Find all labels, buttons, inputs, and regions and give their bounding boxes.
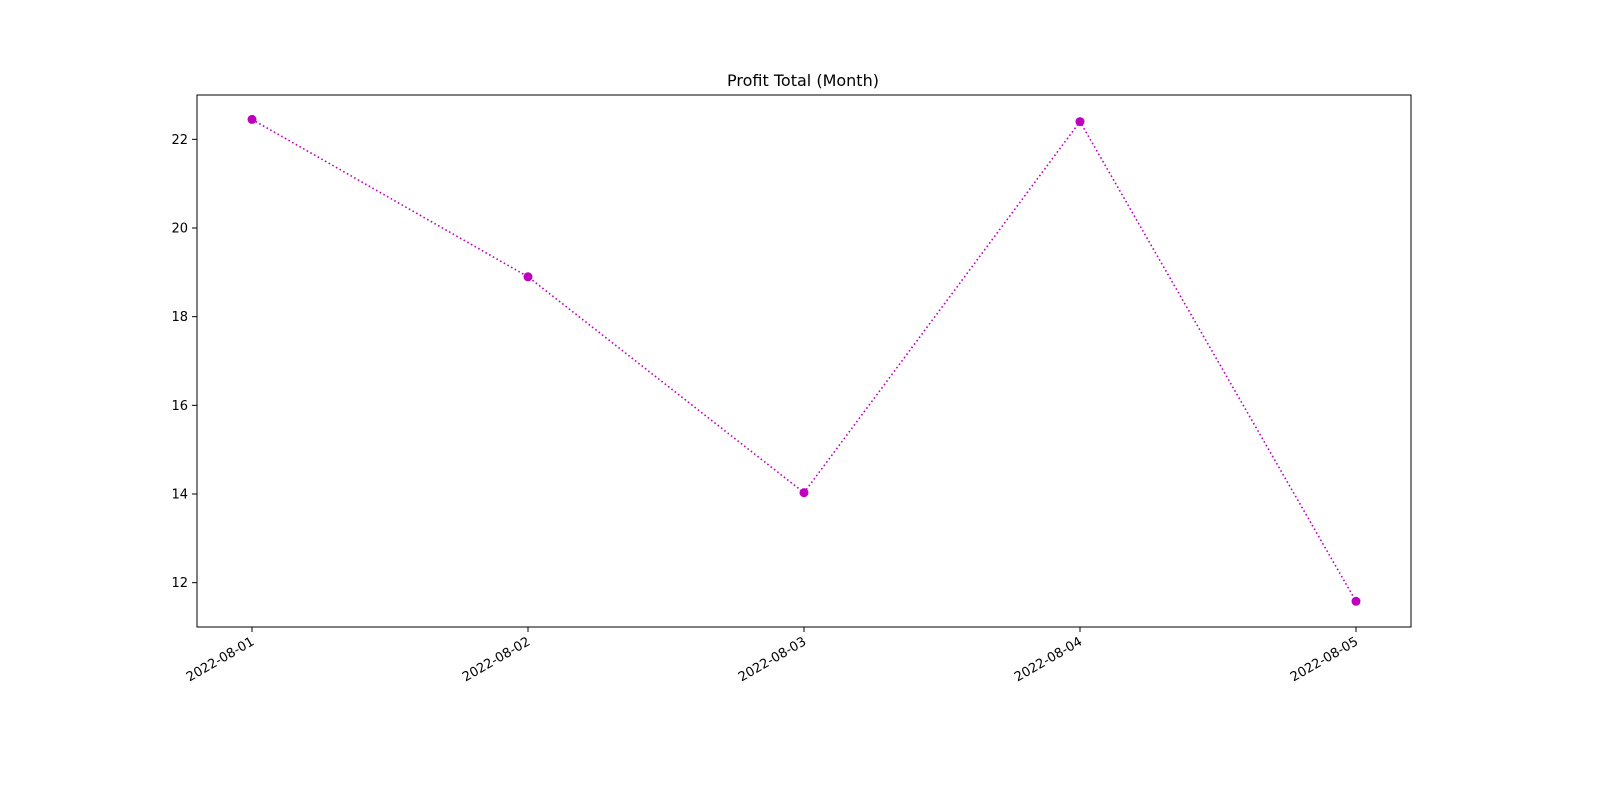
y-tick-label: 16 bbox=[171, 399, 188, 414]
series-line bbox=[251, 118, 1357, 602]
x-tick-label: 2022-08-03 bbox=[736, 634, 809, 685]
data-point bbox=[1351, 596, 1361, 606]
y-tick-label: 14 bbox=[171, 488, 188, 503]
y-tick-label: 20 bbox=[171, 222, 188, 237]
y-tick-label: 22 bbox=[171, 133, 188, 148]
y-tick-label: 12 bbox=[171, 576, 188, 591]
x-tick-label: 2022-08-05 bbox=[1288, 634, 1361, 685]
x-tick-label: 2022-08-04 bbox=[1012, 634, 1085, 685]
series-layer bbox=[247, 114, 1361, 606]
data-point bbox=[247, 114, 257, 124]
plot-area-frame bbox=[196, 94, 1412, 628]
y-axis: 12 14 16 18 20 22 bbox=[171, 133, 197, 591]
data-point bbox=[1075, 117, 1085, 127]
data-point bbox=[799, 488, 809, 498]
x-tick-label: 2022-08-01 bbox=[184, 634, 257, 685]
y-tick-label: 18 bbox=[171, 310, 188, 325]
data-point bbox=[523, 272, 533, 282]
x-axis: 2022-08-01 2022-08-02 2022-08-03 2022-08-04… bbox=[184, 627, 1361, 685]
x-tick-label: 2022-08-02 bbox=[460, 634, 533, 685]
chart-title: Profit Total (Month) bbox=[727, 71, 879, 90]
